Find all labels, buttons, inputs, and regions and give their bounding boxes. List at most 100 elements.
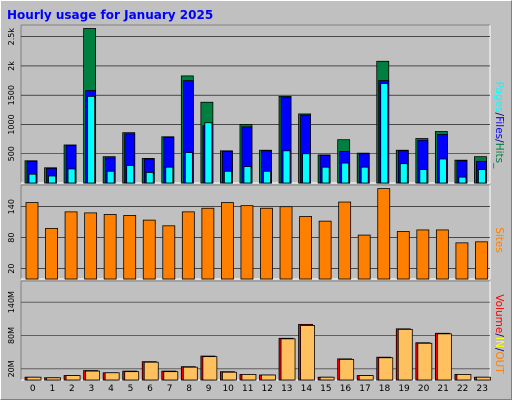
sites-bar [64,211,78,280]
legend-volume-part: / [493,333,505,337]
pages-bar [438,158,447,184]
sites-bar [455,242,469,280]
kb-out-bar [339,359,355,381]
sites-bar [221,202,234,280]
pages-bar [360,166,369,184]
legend-pages-files-hits-part: / [493,113,505,117]
legend-pages-files-hits-part: Hits [493,143,505,163]
sites-bar [142,219,156,280]
sites-bar [475,241,488,280]
hour-label: 17 [359,384,370,394]
y-tick-label: 2.5k [7,28,16,46]
pages-bar [48,175,56,184]
kb-out-bar [280,338,296,381]
hour-label: 2 [69,384,75,394]
pages-bar [302,153,310,184]
sites-bar [357,234,371,280]
kb-out-bar [85,370,101,381]
kb-out-bar [65,375,81,381]
plot-area [21,25,490,183]
hour-label: 13 [281,384,292,394]
hour-label: 1 [49,384,55,394]
legend-pages-files-hits: Pages/Files/Hits_ [493,82,505,169]
pages-bar [399,163,408,184]
sites-bar [123,215,137,280]
sites-bar [103,214,117,280]
pages-bar [478,169,486,184]
pages-bar [282,150,291,184]
y-tick-label: 20 [7,264,16,274]
hour-label: 20 [418,384,430,394]
sites-bar [377,188,391,280]
kb-out-bar [26,376,42,381]
hour-label: 15 [320,384,331,394]
y-tick-label: 80M [7,327,16,344]
hour-label: 5 [128,384,134,394]
pages-bar [458,176,467,184]
hour-label: 4 [108,384,114,394]
kb-out-bar [104,372,120,381]
hour-label: 22 [457,384,468,394]
sites-bar [84,212,98,280]
legend-sites-part: Sites [493,227,505,253]
sites-bar [260,207,273,280]
pages-bar [106,170,115,184]
plot-area [21,185,490,279]
y-tick-label: 1500 [7,85,16,105]
pages-bar [380,83,389,184]
chart-title: Hourly usage for January 2025 [7,8,214,22]
pages-bar [126,165,135,184]
kb-out-bar [436,333,452,381]
pages-bar [184,152,193,184]
sites-bar [338,201,352,280]
sites-bar [318,220,332,280]
pages-bar [243,166,252,184]
hour-label: 11 [242,384,253,394]
hour-label: 23 [477,384,488,394]
hour-label: 14 [301,384,313,394]
volume-panel: 140M 80M 20M [7,280,491,381]
kb-out-bar [358,375,374,381]
kb-out-bar [202,356,218,381]
y-tick-label: 20M [7,360,16,377]
pages-bar [87,95,96,184]
y-tick-label: 140 [7,199,16,214]
kb-out-bar [143,361,159,381]
kb-out-bar [319,376,335,381]
kb-out-bar [241,374,257,381]
hour-label: 8 [186,384,192,394]
hour-label: 0 [30,384,36,394]
kb-out-bar [378,357,394,381]
kb-out-bar [46,377,61,381]
hour-label: 16 [340,384,352,394]
y-tick-label: 140M [7,291,16,313]
kb-out-bar [261,374,276,381]
kb-out-bar [456,374,472,381]
hour-label: 6 [147,384,153,394]
hour-axis: 0 1 2 3 4 5 6 7 8 9 10 11 12 13 14 15 16 17 18 19 20 21 22 23 [30,384,488,394]
sites-bar [162,225,176,280]
sites-bar [25,202,39,280]
legend-sites: Sites [493,227,505,253]
legend-volume-part: IN [493,337,505,348]
pages-bar [204,122,213,184]
hour-label: 9 [206,384,212,394]
sites-bar [45,227,58,280]
hour-label: 3 [89,384,95,394]
y-tick-label: 500 [7,146,16,161]
sites-bar [279,206,293,280]
pages-bar [419,169,428,184]
pages-bar [321,166,330,184]
pages-bar [224,170,232,184]
kb-out-bar [182,366,198,381]
sites-panel: 140 80 20 [7,184,491,280]
hour-label: 10 [222,384,234,394]
y-tick-label: 2k [7,61,16,71]
hits-files-pages-panel: 2.5k 2k 1500 1000 500 [7,24,491,184]
hour-label: 18 [379,384,391,394]
legend-volume-part: / [493,348,505,352]
legend-volume-part: OUT [493,351,505,374]
pages-bar [145,172,154,184]
